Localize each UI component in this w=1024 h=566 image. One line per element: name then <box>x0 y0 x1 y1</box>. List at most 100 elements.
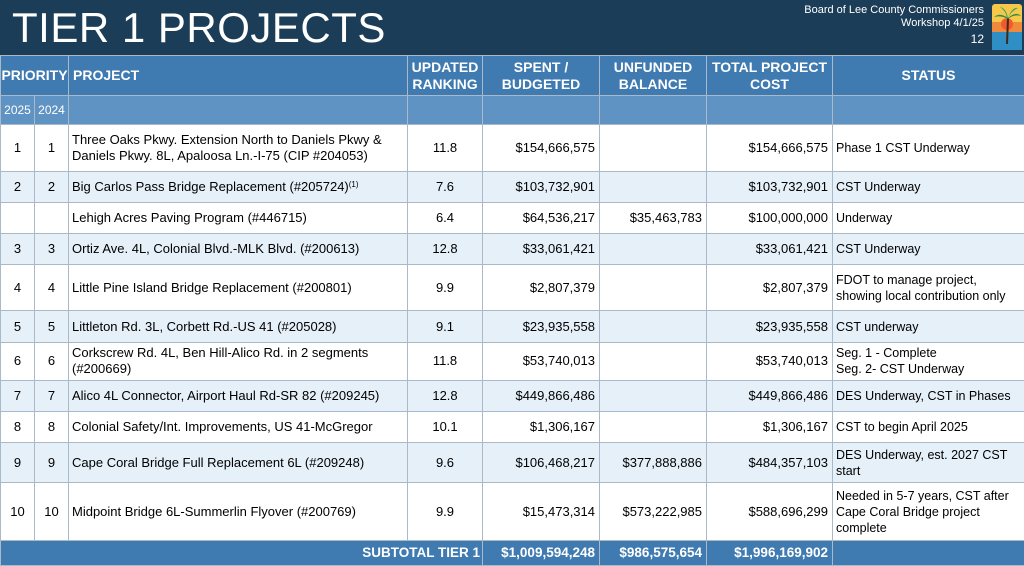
ranking-cell: 9.9 <box>407 482 483 541</box>
spent-budgeted-cell: $2,807,379 <box>482 264 600 312</box>
footnote-marker: (1) <box>348 179 359 189</box>
priority-2024-text: 3 <box>47 241 56 257</box>
status-text: DES Underway, CST in Phases <box>836 388 1011 403</box>
total-cost-cell: $2,807,379 <box>706 264 833 312</box>
unfunded-balance-text: $377,888,886 <box>622 454 702 470</box>
total-cost-cell: $100,000,000 <box>706 201 833 235</box>
header-status: STATUS <box>832 54 1024 97</box>
status-cell: CST Underway <box>832 233 1024 266</box>
subtotal-total: $1,996,169,902 <box>706 539 833 566</box>
table-row: 2 2 Big Carlos Pass Bridge Replacement (#2… <box>0 170 1024 203</box>
project-name-cell: Three Oaks Pkwy. Extension North to Dani… <box>68 124 408 172</box>
project-name-text: Lehigh Acres Paving Program (#446715) <box>72 209 307 225</box>
unfunded-balance-cell <box>599 124 707 172</box>
ranking-text: 9.9 <box>435 279 455 295</box>
status-text: Needed in 5-7 years, CST after Cape Cora… <box>836 488 1009 535</box>
project-name-text: Big Carlos Pass Bridge Replacement (#205… <box>72 178 349 194</box>
status-text: FDOT to manage project, showing local co… <box>836 272 1006 303</box>
priority-2024-cell: 7 <box>34 379 69 413</box>
spent-budgeted-cell: $103,732,901 <box>482 170 600 203</box>
ranking-cell: 10.1 <box>407 411 483 444</box>
status-cell: Phase 1 CST Underway <box>832 124 1024 172</box>
priority-2025-text: 9 <box>13 454 22 470</box>
project-name-text: Littleton Rd. 3L, Corbett Rd.-US 41 (#20… <box>72 318 337 334</box>
priority-2025-text: 1 <box>13 140 22 156</box>
project-name-text: Corkscrew Rd. 4L, Ben Hill-Alico Rd. in … <box>72 345 369 377</box>
spent-budgeted-text: $1,306,167 <box>529 419 595 435</box>
unfunded-balance-text: $35,463,783 <box>629 209 702 225</box>
status-text: Phase 1 CST Underway <box>836 141 970 156</box>
priority-2025-text: 5 <box>13 318 22 334</box>
project-name-cell: Alico 4L Connector, Airport Haul Rd-SR 8… <box>68 379 408 413</box>
ranking-text: 12.8 <box>432 387 458 403</box>
ranking-text: 11.8 <box>432 140 458 156</box>
project-name-text: Three Oaks Pkwy. Extension North to Dani… <box>72 132 382 164</box>
total-cost-text: $588,696,299 <box>748 503 828 519</box>
total-cost-cell: $53,740,013 <box>706 341 833 381</box>
spent-budgeted-cell: $154,666,575 <box>482 124 600 172</box>
header-unfunded-balance: UNFUNDED BALANCE <box>599 54 707 97</box>
ranking-cell: 9.9 <box>407 264 483 312</box>
slide-title: TIER 1 PROJECTS <box>12 4 386 51</box>
header-project: PROJECT <box>68 54 408 97</box>
priority-2025-cell: 3 <box>0 233 35 266</box>
ranking-cell: 11.8 <box>407 124 483 172</box>
priority-2024-cell: 8 <box>34 411 69 444</box>
status-text: Seg. 1 - Complete <box>836 346 937 361</box>
priority-year-2024: 2024 <box>34 95 69 126</box>
priority-2024-text: 10 <box>44 503 59 519</box>
column-header-row: PRIORITY PROJECT UPDATED RANKING SPENT /… <box>0 54 1024 97</box>
ranking-text: 11.8 <box>432 353 458 369</box>
unfunded-balance-cell <box>599 341 707 381</box>
status-cell: CST to begin April 2025 <box>832 411 1024 444</box>
ranking-text: 12.8 <box>432 241 458 257</box>
priority-2024-text: 4 <box>47 279 56 295</box>
priority-2024-cell: 3 <box>34 233 69 266</box>
priority-2025-cell: 7 <box>0 379 35 413</box>
priority-2025-cell: 8 <box>0 411 35 444</box>
header-total-project-cost: TOTAL PROJECT COST <box>706 54 833 97</box>
project-name-cell: Cape Coral Bridge Full Replacement 6L (#… <box>68 442 408 484</box>
total-cost-text: $449,866,486 <box>748 387 828 403</box>
slide-number: 12 <box>970 32 984 46</box>
header-updated-ranking: UPDATED RANKING <box>407 54 483 97</box>
priority-2025-text: 6 <box>13 353 22 369</box>
spent-budgeted-cell: $106,468,217 <box>482 442 600 484</box>
total-cost-text: $103,732,901 <box>748 178 828 194</box>
priority-2024-cell: 6 <box>34 341 69 381</box>
priority-2024-cell: 4 <box>34 264 69 312</box>
ranking-cell: 11.8 <box>407 341 483 381</box>
priority-year-row: 2025 2024 <box>0 95 1024 126</box>
priority-2024-text: 9 <box>47 454 56 470</box>
spent-budgeted-cell: $23,935,558 <box>482 310 600 343</box>
project-name-text: Ortiz Ave. 4L, Colonial Blvd.-MLK Blvd. … <box>72 241 360 257</box>
workshop-date: Workshop 4/1/25 <box>901 17 984 29</box>
ranking-cell: 12.8 <box>407 233 483 266</box>
unfunded-balance-text: $573,222,985 <box>622 503 702 519</box>
status-text: CST to begin April 2025 <box>836 420 968 435</box>
ranking-cell: 9.6 <box>407 442 483 484</box>
total-cost-text: $100,000,000 <box>748 209 828 225</box>
slide-header: TIER 1 PROJECTS Board of Lee County Comm… <box>0 0 1024 55</box>
ranking-cell: 12.8 <box>407 379 483 413</box>
priority-2025-text: 4 <box>13 279 22 295</box>
total-cost-cell: $154,666,575 <box>706 124 833 172</box>
project-name-cell: Corkscrew Rd. 4L, Ben Hill-Alico Rd. in … <box>68 341 408 381</box>
table-row: 8 8 Colonial Safety/Int. Improvements, US … <box>0 411 1024 444</box>
priority-2025-cell: 4 <box>0 264 35 312</box>
spent-budgeted-text: $154,666,575 <box>515 140 595 156</box>
spent-budgeted-cell: $449,866,486 <box>482 379 600 413</box>
total-cost-text: $2,807,379 <box>762 279 828 295</box>
spent-budgeted-text: $106,468,217 <box>515 454 595 470</box>
spent-budgeted-text: $33,061,421 <box>522 241 595 257</box>
table-row: 4 4 Little Pine Island Bridge Replacement … <box>0 264 1024 312</box>
total-cost-text: $53,740,013 <box>755 353 828 369</box>
unfunded-balance-cell: $35,463,783 <box>599 201 707 235</box>
status-cell: FDOT to manage project, showing local co… <box>832 264 1024 312</box>
project-name-cell: Midpoint Bridge 6L-Summerlin Flyover (#2… <box>68 482 408 541</box>
project-name-cell: Lehigh Acres Paving Program (#446715) <box>68 201 408 235</box>
priority-2024-cell: 1 <box>34 124 69 172</box>
priority-2025-cell: 10 <box>0 482 35 541</box>
status-cell: Underway <box>832 201 1024 235</box>
project-name-text: Little Pine Island Bridge Replacement (#… <box>72 279 352 295</box>
